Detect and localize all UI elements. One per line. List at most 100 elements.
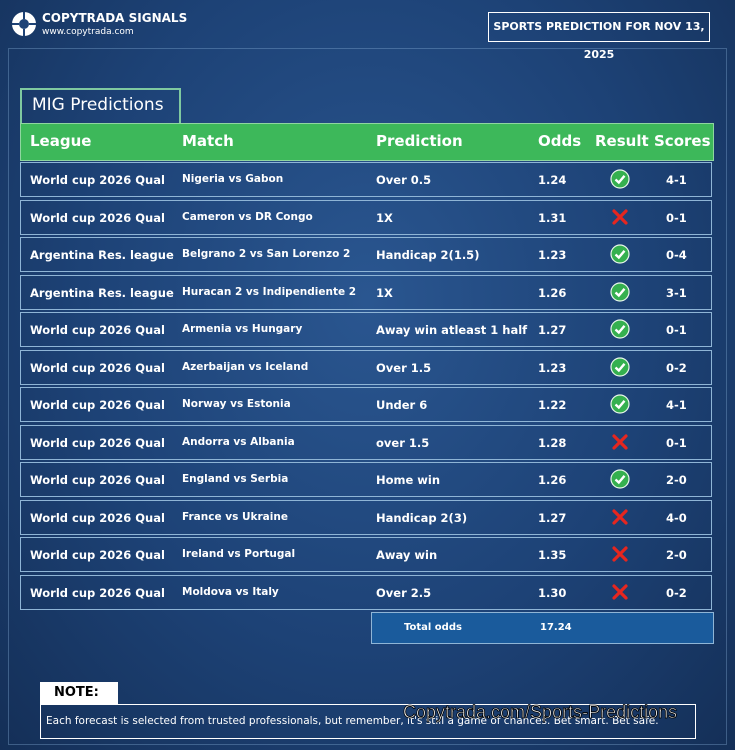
table-row — [20, 237, 712, 272]
column-header: League — [30, 132, 92, 150]
league: World cup 2026 Qual — [30, 323, 165, 337]
table-row — [20, 387, 712, 422]
logo — [12, 12, 36, 36]
result-loss-icon — [612, 208, 628, 225]
match: France vs Ukraine — [182, 510, 288, 523]
league: World cup 2026 Qual — [30, 360, 165, 375]
prediction: Over 0.5 — [376, 173, 432, 187]
prediction: over 1.5 — [376, 435, 430, 450]
prediction: Handicap 2(1.5) — [376, 248, 480, 262]
result-win-icon — [610, 394, 630, 414]
result-loss-icon — [612, 583, 628, 600]
column-header: Scores — [654, 132, 711, 150]
frame — [8, 48, 727, 745]
result-loss-icon — [612, 546, 628, 562]
score: 4-1 — [666, 398, 687, 412]
match: Norway vs Estonia — [182, 398, 291, 410]
match: Armenia vs Hungary — [182, 323, 303, 335]
prediction: Under 6 — [376, 398, 428, 412]
score: 0-2 — [666, 585, 687, 600]
league: World cup 2026 Qual — [30, 473, 165, 487]
score: 0-2 — [666, 360, 687, 375]
odds: 1.26 — [538, 285, 567, 300]
prediction: Handicap 2(3) — [376, 510, 468, 525]
table-row — [20, 199, 712, 235]
league: World cup 2026 Qual — [30, 435, 165, 450]
prediction: 1X — [376, 210, 393, 225]
odds: 1.27 — [538, 323, 567, 337]
score: 0-1 — [666, 210, 687, 225]
prediction: Over 2.5 — [376, 585, 432, 600]
league: World cup 2026 Qual — [30, 585, 165, 600]
prediction: Home win — [376, 473, 441, 487]
match: Moldova vs Italy — [182, 585, 279, 598]
result-win-icon — [610, 169, 630, 189]
score: 3-1 — [666, 285, 687, 300]
odds: 1.22 — [538, 398, 567, 412]
league: Argentina Res. league — [30, 248, 174, 262]
league: World cup 2026 Qual — [30, 173, 165, 187]
odds: 1.26 — [538, 473, 567, 487]
match: Huracan 2 vs Indipendiente 2 — [182, 285, 357, 298]
result-loss-icon — [612, 508, 628, 525]
score: 4-1 — [666, 173, 687, 187]
match: Belgrano 2 vs San Lorenzo 2 — [182, 248, 351, 260]
table-row — [20, 462, 712, 497]
odds: 1.23 — [538, 360, 567, 375]
table-row — [20, 424, 712, 460]
result-win-icon — [610, 356, 630, 377]
header-row — [20, 123, 714, 161]
score: 4-0 — [666, 510, 687, 525]
column-header: Odds — [538, 132, 582, 150]
match: Nigeria vs Gabon — [182, 173, 284, 185]
brand: COPYTRADA SIGNALS — [42, 11, 188, 25]
table-row — [20, 349, 712, 385]
watermark: Copytrada.com/Sports-Predictions — [403, 702, 678, 723]
odds: 1.30 — [538, 585, 567, 600]
league: World cup 2026 Qual — [30, 510, 165, 525]
match: Cameron vs DR Congo — [182, 210, 313, 223]
table-row — [20, 537, 712, 572]
odds: 1.31 — [538, 210, 567, 225]
match: Azerbaijan vs Iceland — [182, 360, 309, 373]
league: Argentina Res. league — [30, 285, 174, 300]
odds: 1.23 — [538, 248, 567, 262]
league: World cup 2026 Qual — [30, 210, 165, 225]
result-win-icon — [610, 469, 630, 489]
odds: 1.24 — [538, 173, 567, 187]
score: 0-1 — [666, 323, 687, 337]
table-row — [20, 312, 712, 347]
score: 2-0 — [666, 548, 687, 562]
table-title: MIG Predictions — [20, 88, 181, 123]
total-value: 17.24 — [540, 622, 572, 633]
table-row — [20, 162, 712, 197]
banner: SPORTS PREDICTION FOR NOV 13, 2025 — [488, 12, 710, 61]
table-row — [20, 274, 712, 310]
result-win-icon — [610, 319, 630, 339]
prediction: Over 1.5 — [376, 360, 432, 375]
score: 0-1 — [666, 435, 687, 450]
odds: 1.35 — [538, 548, 567, 562]
prediction: 1X — [376, 285, 393, 300]
column-header: Prediction — [376, 132, 463, 150]
column-header: Result — [595, 132, 649, 150]
note-title: NOTE: — [40, 682, 118, 704]
odds: 1.27 — [538, 510, 567, 525]
result-loss-icon — [612, 433, 628, 450]
total-row — [371, 612, 714, 644]
odds: 1.28 — [538, 435, 567, 450]
note-text: Each forecast is selected from trusted p… — [40, 704, 696, 739]
column-header: Match — [182, 132, 234, 150]
score: 2-0 — [666, 473, 687, 487]
total-label: Total odds — [404, 622, 462, 633]
score: 0-4 — [666, 248, 687, 262]
match: Ireland vs Portugal — [182, 548, 296, 560]
prediction: Away win atleast 1 half — [376, 323, 528, 337]
table-row — [20, 574, 712, 610]
league: World cup 2026 Qual — [30, 398, 165, 412]
brand-url: www.copytrada.com — [42, 27, 134, 37]
result-win-icon — [610, 244, 630, 264]
table-row — [20, 499, 712, 535]
